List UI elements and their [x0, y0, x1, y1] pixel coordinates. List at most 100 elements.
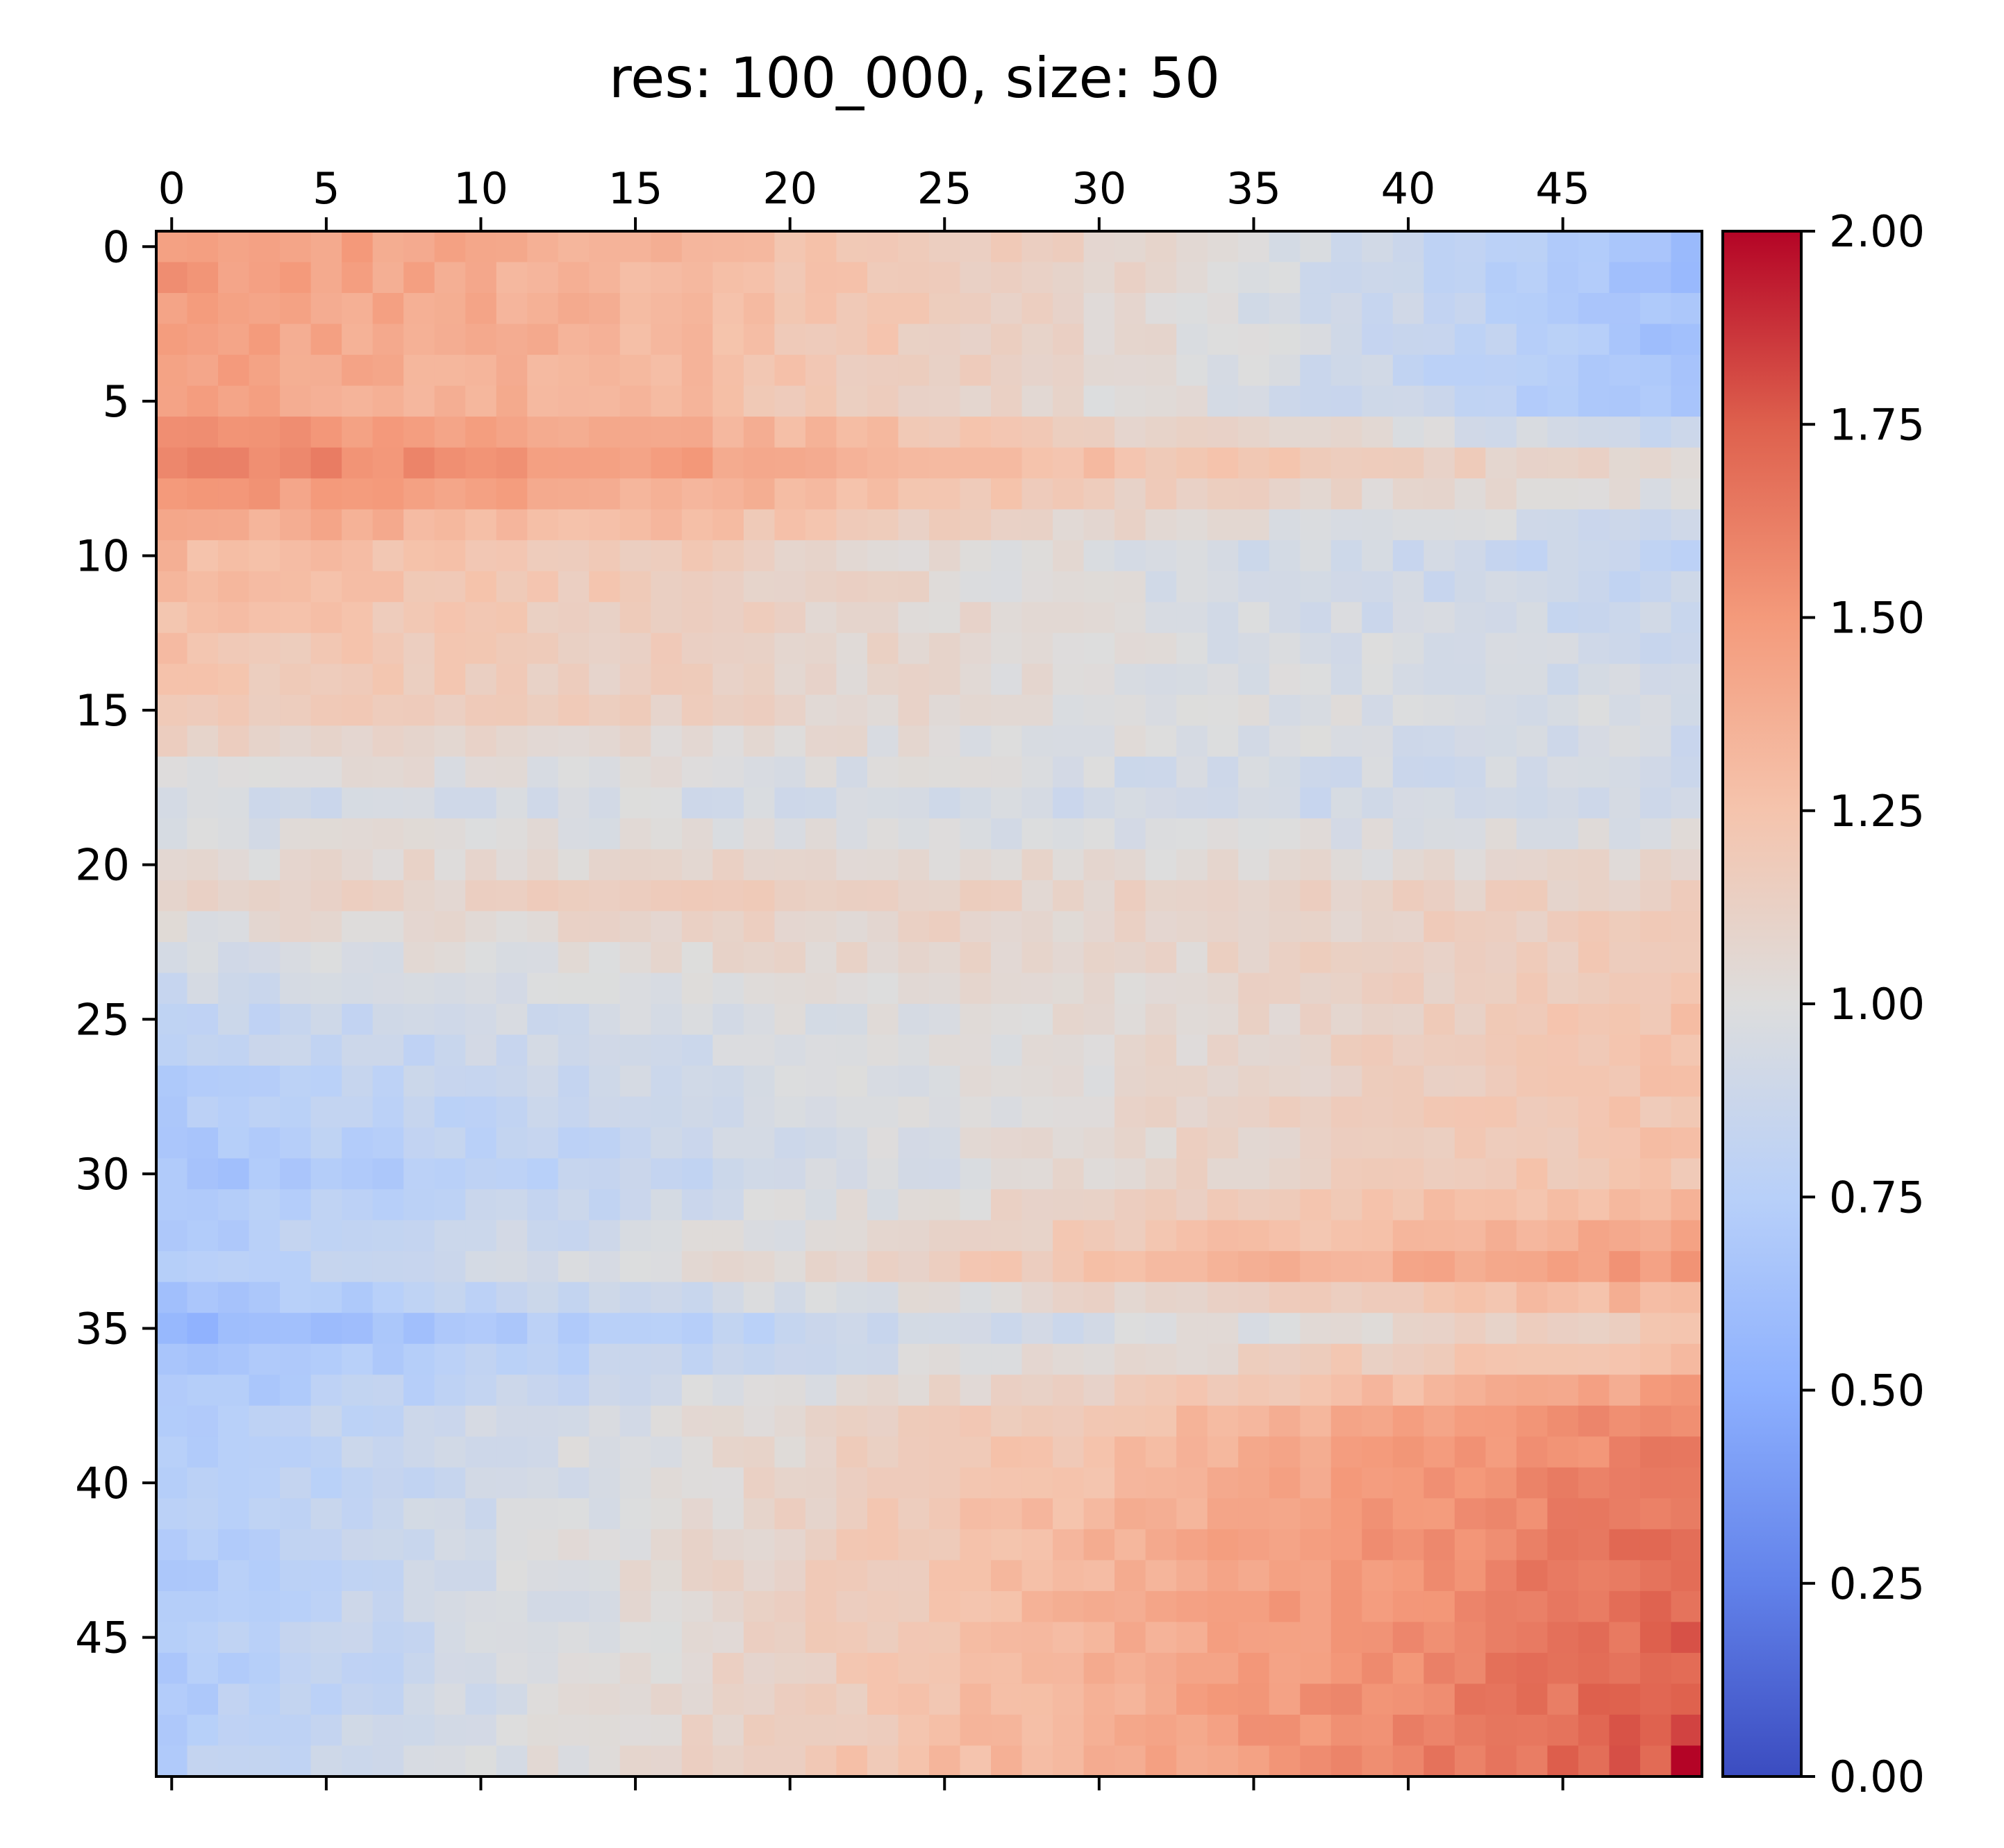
heatmap-cell — [496, 911, 528, 943]
heatmap-cell — [619, 509, 651, 541]
heatmap-cell — [1516, 1004, 1548, 1036]
heatmap-cell — [1300, 1066, 1332, 1098]
heatmap-cell — [712, 1436, 744, 1468]
heatmap-cell — [651, 1158, 683, 1190]
heatmap-cell — [1609, 1622, 1641, 1654]
heatmap-cell — [1083, 1096, 1115, 1128]
heatmap-cell — [342, 632, 374, 664]
heatmap-cell — [1578, 540, 1610, 572]
heatmap-cell — [1021, 324, 1053, 355]
heatmap-cell — [1021, 355, 1053, 387]
y-tick-label: 35 — [75, 1303, 130, 1354]
heatmap-cell — [403, 1405, 435, 1437]
heatmap-cell — [1145, 1251, 1177, 1283]
heatmap-cell — [1176, 293, 1208, 325]
heatmap-cell — [1639, 231, 1672, 263]
heatmap-cell — [774, 1745, 806, 1777]
heatmap-cell — [805, 571, 837, 603]
heatmap-cell — [527, 632, 559, 664]
heatmap-cell — [619, 1590, 651, 1622]
heatmap-cell — [1114, 262, 1146, 294]
heatmap-cell — [960, 1498, 992, 1530]
heatmap-cell — [1300, 1343, 1332, 1375]
heatmap-cell — [836, 787, 868, 819]
heatmap-cell — [403, 818, 435, 850]
heatmap-cell — [1238, 1590, 1270, 1622]
heatmap-cell — [310, 1127, 342, 1159]
heatmap-cell — [372, 324, 404, 355]
heatmap-cell — [1238, 355, 1270, 387]
heatmap-cell — [403, 478, 435, 510]
heatmap-cell — [1362, 849, 1394, 881]
heatmap-cell — [434, 941, 466, 974]
heatmap-cell — [558, 787, 590, 819]
x-tick-label: 40 — [1381, 163, 1436, 214]
heatmap-cell — [1053, 1560, 1085, 1592]
heatmap-cell — [712, 849, 744, 881]
heatmap-cell — [496, 602, 528, 634]
heatmap-cell — [187, 1622, 219, 1654]
heatmap-cell — [867, 664, 899, 696]
heatmap-cell — [249, 1652, 281, 1685]
heatmap-cell — [774, 417, 806, 448]
heatmap-cell — [836, 262, 868, 294]
heatmap-cell — [743, 417, 775, 448]
heatmap-cell — [496, 725, 528, 757]
heatmap-cell — [712, 664, 744, 696]
heatmap-cell — [712, 509, 744, 541]
heatmap-cell — [589, 756, 621, 788]
heatmap-cell — [589, 1282, 621, 1313]
heatmap-cell — [805, 911, 837, 943]
heatmap-cell — [929, 787, 961, 819]
heatmap-cell — [898, 787, 930, 819]
heatmap-cell — [836, 1405, 868, 1437]
heatmap-cell — [434, 849, 466, 881]
heatmap-cell — [960, 385, 992, 417]
heatmap-cell — [496, 231, 528, 263]
heatmap-cell — [743, 355, 775, 387]
heatmap-cell — [1053, 262, 1085, 294]
heatmap-cell — [1114, 1220, 1146, 1252]
heatmap-cell — [774, 1560, 806, 1592]
heatmap-cell — [1578, 849, 1610, 881]
heatmap-cell — [1269, 1313, 1301, 1345]
heatmap-cell — [898, 231, 930, 263]
heatmap-cell — [342, 1498, 374, 1530]
heatmap-cell — [1362, 355, 1394, 387]
heatmap-cell — [187, 725, 219, 757]
heatmap-cell — [1145, 1034, 1177, 1066]
heatmap-cell — [681, 1683, 713, 1715]
heatmap-cell — [342, 1282, 374, 1313]
heatmap-cell — [434, 1375, 466, 1406]
heatmap-cell — [187, 1282, 219, 1313]
heatmap-cell — [218, 694, 250, 726]
heatmap-cell — [1516, 1745, 1548, 1777]
heatmap-cell — [434, 1158, 466, 1190]
heatmap-cell — [527, 1714, 559, 1747]
heatmap-cell — [1114, 1560, 1146, 1592]
heatmap-cell — [681, 756, 713, 788]
heatmap-cell — [218, 1745, 250, 1777]
heatmap-cell — [1485, 1498, 1517, 1530]
heatmap-cell — [774, 1127, 806, 1159]
heatmap-cell — [434, 293, 466, 325]
heatmap-cell — [1238, 1745, 1270, 1777]
heatmap-cell — [434, 1034, 466, 1066]
heatmap-cell — [342, 1127, 374, 1159]
heatmap-cell — [1238, 1560, 1270, 1592]
heatmap-cell — [805, 941, 837, 974]
heatmap-cell — [712, 262, 744, 294]
heatmap-cell — [1053, 1282, 1085, 1313]
heatmap-cell — [403, 1220, 435, 1252]
heatmap-cell — [1207, 880, 1239, 912]
heatmap-cell — [929, 1127, 961, 1159]
heatmap-cell — [1083, 1529, 1115, 1561]
heatmap-cell — [1392, 602, 1424, 634]
heatmap-cell — [342, 787, 374, 819]
heatmap-cell — [403, 911, 435, 943]
heatmap-cell — [774, 1683, 806, 1715]
heatmap-cell — [743, 1066, 775, 1098]
heatmap-cell — [712, 1405, 744, 1437]
heatmap-cell — [960, 324, 992, 355]
heatmap-cell — [1671, 880, 1703, 912]
